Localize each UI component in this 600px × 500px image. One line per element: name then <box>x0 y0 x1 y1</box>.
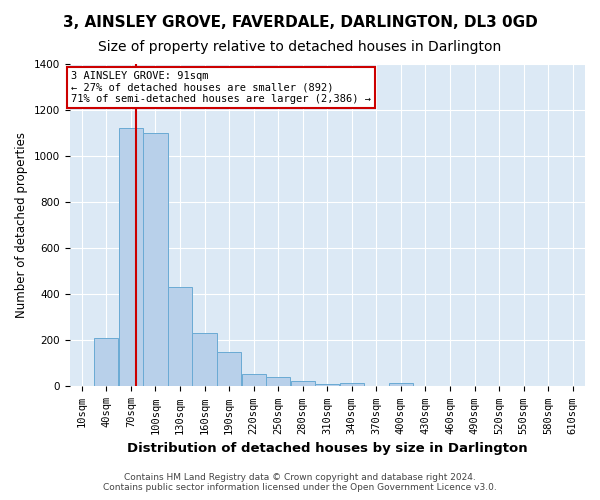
Bar <box>143 133 167 386</box>
Bar <box>340 383 364 386</box>
Text: Size of property relative to detached houses in Darlington: Size of property relative to detached ho… <box>98 40 502 54</box>
Text: 3 AINSLEY GROVE: 91sqm
← 27% of detached houses are smaller (892)
71% of semi-de: 3 AINSLEY GROVE: 91sqm ← 27% of detached… <box>71 71 371 104</box>
Bar <box>266 377 290 386</box>
Y-axis label: Number of detached properties: Number of detached properties <box>15 132 28 318</box>
X-axis label: Distribution of detached houses by size in Darlington: Distribution of detached houses by size … <box>127 442 527 455</box>
Bar <box>315 384 340 386</box>
Bar <box>242 374 266 386</box>
Bar <box>94 338 118 386</box>
Bar <box>193 334 217 386</box>
Bar <box>290 380 315 386</box>
Bar <box>168 288 192 386</box>
Bar <box>389 383 413 386</box>
Text: Contains HM Land Registry data © Crown copyright and database right 2024.
Contai: Contains HM Land Registry data © Crown c… <box>103 473 497 492</box>
Text: 3, AINSLEY GROVE, FAVERDALE, DARLINGTON, DL3 0GD: 3, AINSLEY GROVE, FAVERDALE, DARLINGTON,… <box>62 15 538 30</box>
Bar <box>119 128 143 386</box>
Bar <box>217 352 241 386</box>
